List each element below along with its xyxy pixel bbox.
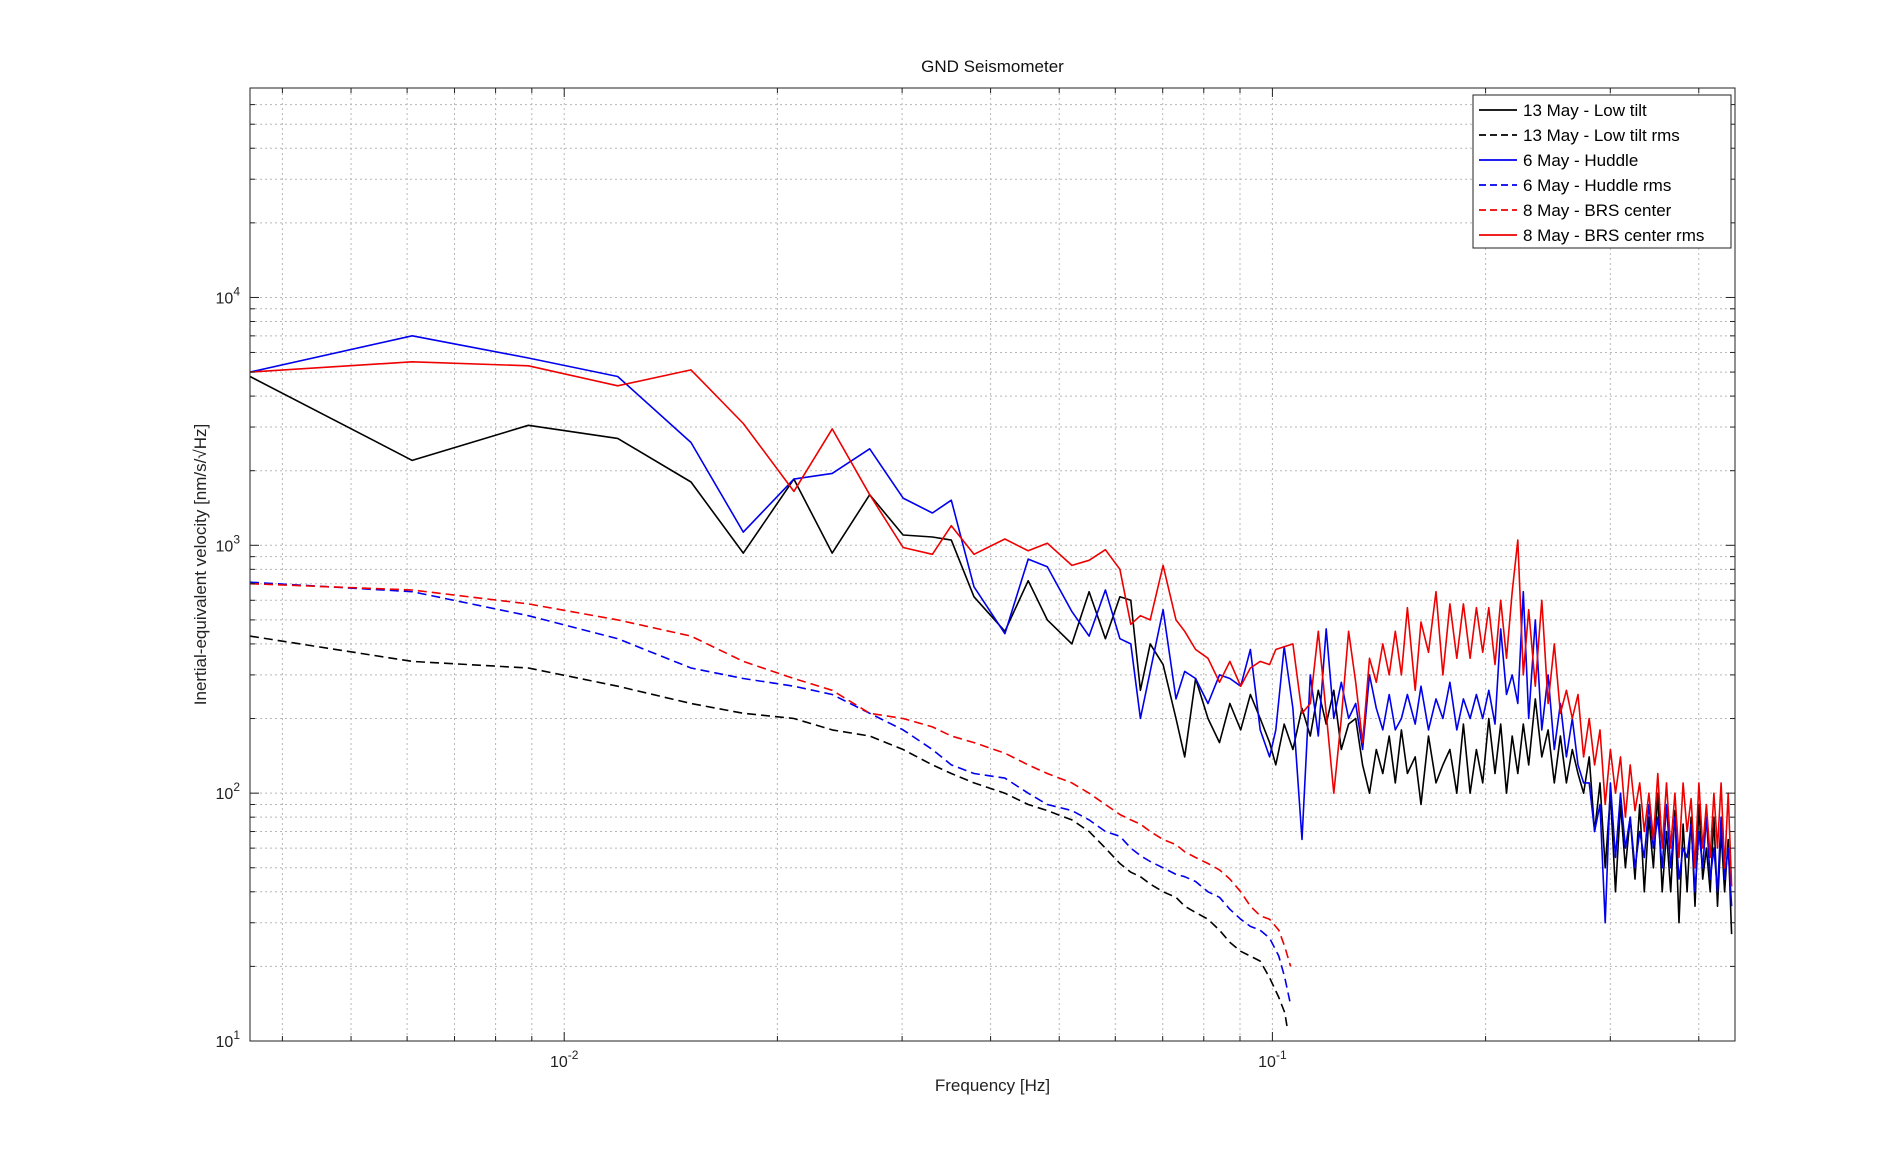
y-axis-label: Inertial-equivalent velocity [nm/s/√Hz] (191, 424, 210, 705)
series-line-1 (250, 635, 1289, 1031)
series-line-4 (250, 582, 1292, 967)
legend-box (1472, 94, 1732, 249)
legend: 13 May - Low tilt 13 May - Low tilt rms 6 … (1472, 94, 1732, 249)
series-layer (250, 335, 1733, 1031)
y-tick-label: 102 (216, 780, 241, 803)
series-line-3 (250, 581, 1292, 1005)
x-axis-label: Frequency [Hz] (935, 1076, 1050, 1095)
y-tick-label: 101 (216, 1028, 241, 1051)
legend-entry-4: 8 May - BRS center (1523, 201, 1672, 220)
axes-frame (249, 87, 1736, 1042)
legend-entry-0: 13 May - Low tilt (1523, 101, 1647, 120)
grid (250, 88, 1735, 1041)
series-line-2 (250, 335, 1733, 924)
legend-entry-5: 8 May - BRS center rms (1523, 226, 1704, 245)
y-tick-label: 104 (216, 284, 241, 307)
chart-title: GND Seismometer (921, 57, 1064, 76)
series-line-5 (250, 361, 1733, 887)
legend-entry-3: 6 May - Huddle rms (1523, 176, 1671, 195)
legend-entry-2: 6 May - Huddle (1523, 151, 1638, 170)
x-tick-label: 10-1 (1258, 1048, 1287, 1071)
series-line-0 (250, 375, 1733, 935)
axis-ticks: 10-2 10-1 101 102 103 104 (216, 88, 1735, 1071)
legend-entry-1: 13 May - Low tilt rms (1523, 126, 1680, 145)
x-tick-label: 10-2 (550, 1048, 579, 1071)
y-tick-label: 103 (216, 532, 241, 555)
